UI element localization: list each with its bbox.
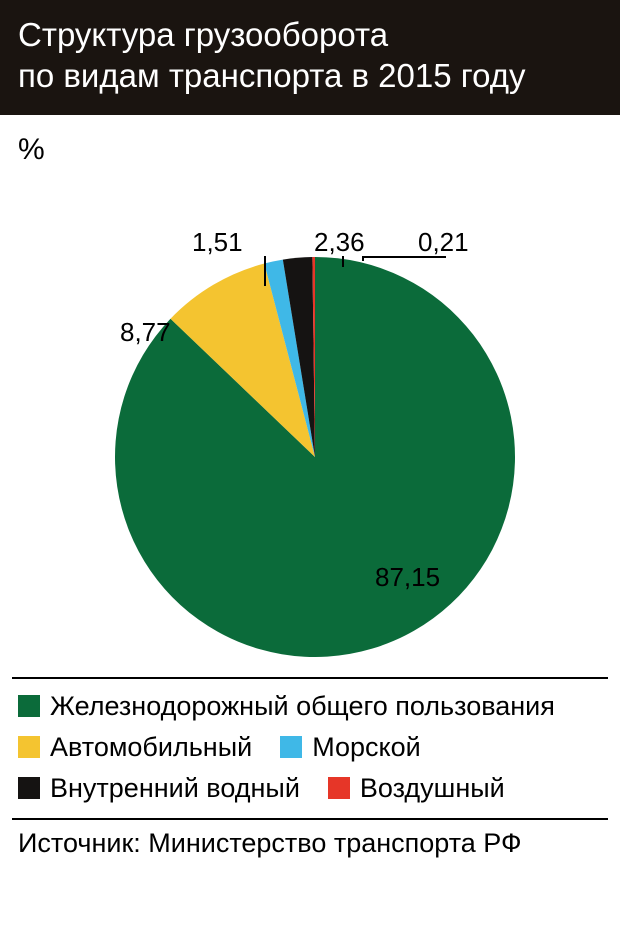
value-label-4: 0,21 [418,227,469,258]
chart-header: Структура грузооборота по видам транспор… [0,0,620,115]
legend-text: Автомобильный [50,732,252,763]
unit-label: % [0,115,620,167]
legend-item-4: Воздушный [328,773,505,804]
legend-text: Воздушный [360,773,505,804]
leader-line-1 [264,256,266,286]
legend-text: Железнодорожный общего пользования [50,691,555,722]
value-label-0: 87,15 [375,562,440,593]
swatch-icon [18,695,40,717]
value-label-2: 1,51 [192,227,243,258]
chart-area: 87,15 8,77 1,51 2,36 0,21 [0,167,620,677]
value-label-3: 2,36 [314,227,365,258]
legend-item-1: Автомобильный [18,732,252,763]
legend-item-0: Железнодорожный общего пользования [18,691,555,722]
legend-item-3: Внутренний водный [18,773,300,804]
swatch-icon [18,736,40,758]
source-text: Источник: Министерство транспорта РФ [12,818,608,859]
swatch-icon [280,736,302,758]
pie-chart [115,257,515,662]
swatch-icon [18,777,40,799]
legend-text: Морской [312,732,421,763]
legend-item-2: Морской [280,732,421,763]
legend-text: Внутренний водный [50,773,300,804]
swatch-icon [328,777,350,799]
legend: Железнодорожный общего пользования Автом… [12,677,608,818]
value-label-1: 8,77 [120,317,171,348]
title-line2: по видам транспорта в 2015 году [18,55,602,96]
title-line1: Структура грузооборота [18,14,602,55]
